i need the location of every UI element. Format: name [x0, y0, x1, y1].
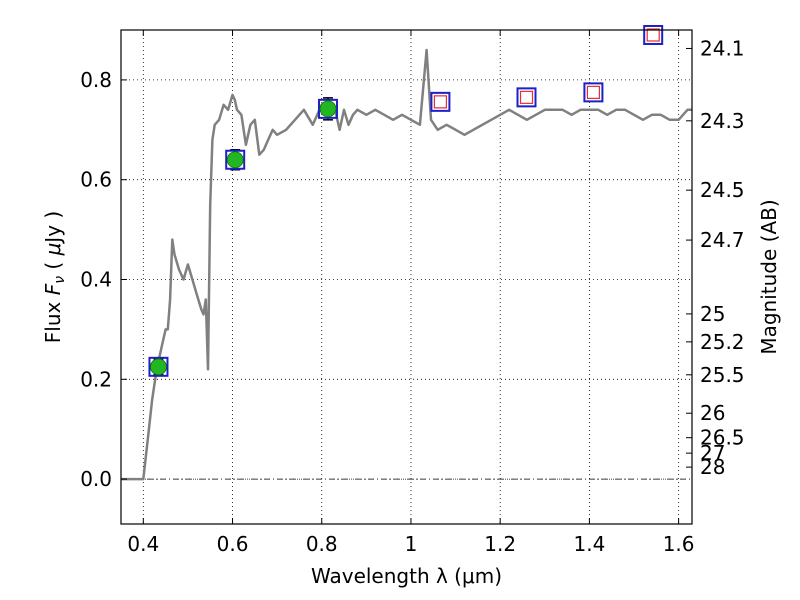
red-open-square-marker: [646, 28, 660, 42]
green-circle-marker: [319, 100, 337, 118]
x-tick-label: 1.2: [484, 532, 516, 556]
right-tick-label: 25.5: [700, 363, 745, 387]
right-tick-label: 24.7: [700, 228, 745, 252]
blue-square-marker: [225, 149, 246, 170]
y-tick-label: 0.0: [80, 467, 112, 491]
y-tick-label: 0.2: [80, 367, 112, 391]
blue-square-marker: [583, 82, 604, 103]
right-tick-label: 27: [700, 441, 725, 465]
y-tick-label: 0.8: [80, 68, 112, 92]
y-tick-label: 0.4: [80, 267, 112, 291]
blue-square-marker: [643, 24, 664, 45]
green-circle-marker: [226, 151, 244, 169]
x-tick-label: 0.8: [306, 532, 338, 556]
y-tick-label: 0.6: [80, 168, 112, 192]
x-tick-label: 1.6: [663, 532, 695, 556]
y-axis-label: Flux Fν ( μJy ): [41, 211, 68, 343]
photometry-markers: [148, 24, 664, 377]
right-tick-label: 28: [700, 455, 725, 479]
red-open-square-marker: [433, 95, 448, 109]
x-tick-label: 0.6: [217, 532, 249, 556]
blue-square-marker: [148, 356, 169, 377]
x-tick-label: 1.4: [573, 532, 605, 556]
right-tick-label: 24.5: [700, 178, 745, 202]
right-tick-label: 26: [700, 401, 725, 425]
spectrum-path: [121, 48, 692, 481]
right-tick-label: 26.5: [700, 426, 745, 450]
green-circle-marker: [150, 358, 167, 376]
x-axis-label: Wavelength λ (μm): [311, 564, 502, 588]
x-tick-label: 0.4: [127, 532, 159, 556]
x-tick-label: 1: [405, 532, 418, 556]
red-open-square-marker: [586, 85, 601, 99]
right-tick-label: 25.2: [700, 330, 745, 354]
spectrum-line: [121, 48, 692, 481]
grid: [121, 30, 692, 524]
right-tick-label: 24.3: [700, 109, 745, 133]
plot-frame: [120, 29, 693, 525]
right-tick-label: 24.1: [700, 36, 745, 60]
blue-square-marker: [516, 87, 537, 108]
blue-square-marker: [430, 91, 451, 112]
axis-ticks: 0.4 0.6 0.8 1 1.2 1.4 1.6 0.0 0.2 0.4 0.6 0.8 24.1 24…: [80, 30, 745, 556]
right-tick-label: 25: [700, 302, 725, 326]
blue-square-marker: [317, 98, 338, 119]
red-open-square-marker: [519, 90, 534, 104]
right-axis-label: Magnitude (AB): [757, 199, 781, 354]
